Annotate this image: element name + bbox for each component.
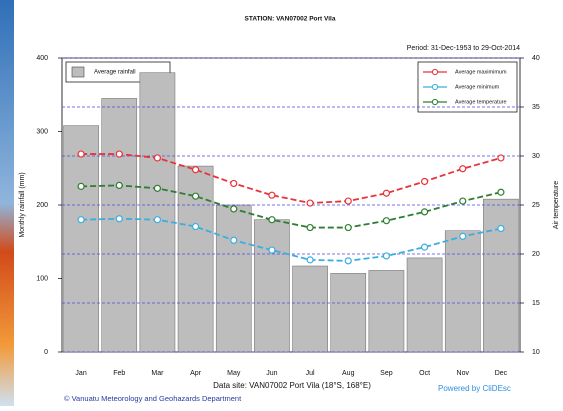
legend-marker bbox=[432, 99, 437, 104]
point bbox=[116, 182, 122, 188]
point bbox=[193, 167, 199, 173]
subtitle: Period: 31-Dec-1953 to 29-Oct-2014 bbox=[407, 45, 520, 52]
bar bbox=[64, 126, 99, 352]
x-tick-label: Aug bbox=[342, 370, 355, 377]
x-tick-label: Feb bbox=[113, 370, 125, 377]
x-tick-label: May bbox=[227, 370, 241, 377]
point bbox=[345, 198, 351, 204]
point bbox=[154, 155, 160, 161]
point bbox=[345, 225, 351, 231]
y2-tick-label: 35 bbox=[532, 104, 540, 111]
bar bbox=[331, 273, 366, 352]
legend-marker bbox=[432, 84, 437, 89]
chart: STATION: VAN07002 Port Vila Period: 31-D… bbox=[0, 0, 563, 406]
y2-tick-label: 15 bbox=[532, 300, 540, 307]
point bbox=[116, 216, 122, 222]
point bbox=[383, 190, 389, 196]
x-tick-label: Dec bbox=[495, 370, 508, 377]
x-tick-label: Nov bbox=[457, 370, 470, 377]
y2-tick-label: 10 bbox=[532, 349, 540, 356]
footer: Data site: VAN07002 Port Vila (18°S, 168… bbox=[213, 381, 371, 390]
x-tick-label: Apr bbox=[190, 370, 202, 377]
point bbox=[460, 198, 466, 204]
point bbox=[307, 225, 313, 231]
legend-label: Average temperature bbox=[455, 99, 507, 105]
legend-label: Average minimum bbox=[455, 84, 500, 90]
y2-axis-label: Air temperature bbox=[553, 181, 560, 229]
point bbox=[383, 253, 389, 259]
x-tick-label: Sep bbox=[380, 370, 393, 377]
y-tick-label: 300 bbox=[36, 128, 48, 135]
point bbox=[269, 247, 275, 253]
point bbox=[269, 192, 275, 198]
point bbox=[460, 233, 466, 239]
point bbox=[307, 257, 313, 263]
legend-label: Average rainfall bbox=[94, 70, 136, 76]
x-tick-label: Jun bbox=[266, 370, 277, 377]
point bbox=[154, 185, 160, 191]
point bbox=[498, 226, 504, 232]
x-tick-label: Mar bbox=[151, 370, 164, 377]
y2-tick-label: 30 bbox=[532, 153, 540, 160]
bar bbox=[216, 205, 251, 352]
point bbox=[422, 178, 428, 184]
page-edge bbox=[0, 0, 14, 406]
point bbox=[460, 166, 466, 172]
x-tick-label: Jan bbox=[75, 370, 86, 377]
y-tick-label: 0 bbox=[44, 349, 48, 356]
bar bbox=[140, 73, 175, 352]
point bbox=[269, 217, 275, 223]
bar bbox=[102, 98, 137, 352]
chart-title: STATION: VAN07002 Port Vila bbox=[245, 16, 336, 23]
point bbox=[116, 151, 122, 157]
point bbox=[383, 218, 389, 224]
point bbox=[422, 209, 428, 215]
bar bbox=[407, 258, 442, 352]
x-tick-label: Oct bbox=[419, 370, 430, 377]
powered-by[interactable]: Powered by CliDEsc bbox=[438, 384, 511, 393]
point bbox=[422, 244, 428, 250]
y2-tick-label: 40 bbox=[532, 55, 540, 62]
y2-tick-label: 20 bbox=[532, 251, 540, 258]
legend-label: Average maximimum bbox=[455, 69, 507, 75]
x-tick-label: Jul bbox=[306, 370, 315, 377]
bar bbox=[254, 220, 289, 352]
point bbox=[345, 258, 351, 264]
point bbox=[78, 217, 84, 223]
point bbox=[231, 237, 237, 243]
point bbox=[498, 155, 504, 161]
legend-swatch bbox=[72, 67, 84, 77]
bar bbox=[369, 270, 404, 352]
y-axis-label: Monthly rainfall (mm) bbox=[19, 172, 26, 237]
y-tick-label: 200 bbox=[36, 202, 48, 209]
point bbox=[231, 180, 237, 186]
y-tick-label: 100 bbox=[36, 275, 48, 282]
y2-tick-label: 25 bbox=[532, 202, 540, 209]
point bbox=[231, 206, 237, 212]
point bbox=[307, 200, 313, 206]
point bbox=[78, 183, 84, 189]
bar bbox=[293, 266, 328, 352]
point bbox=[498, 189, 504, 195]
legend-marker bbox=[432, 69, 437, 74]
point bbox=[78, 151, 84, 157]
point bbox=[154, 217, 160, 223]
point bbox=[193, 193, 199, 199]
point bbox=[193, 224, 199, 230]
bar bbox=[483, 199, 518, 352]
y-tick-label: 400 bbox=[36, 55, 48, 62]
bar bbox=[445, 231, 480, 352]
credit: © Vanuatu Meteorology and Geohazards Dep… bbox=[64, 394, 242, 403]
